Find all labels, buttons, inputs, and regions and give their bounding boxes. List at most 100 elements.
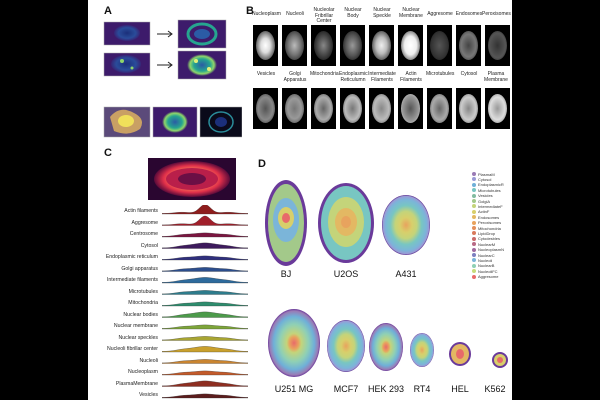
ridge-label: Actin filaments xyxy=(124,208,158,214)
organelle-tile xyxy=(369,88,394,129)
ridge-label: Nuclear bodies xyxy=(123,312,158,318)
ridge-4 xyxy=(162,242,248,249)
organelle-tile xyxy=(456,88,481,129)
legend-swatch xyxy=(472,215,476,220)
legend-label: ActinF xyxy=(478,209,490,215)
organelle-label: Golgi Apparatus xyxy=(283,71,307,83)
ridge-label: Mitochondria xyxy=(128,300,158,306)
organelle-label: Mitochondria xyxy=(310,71,339,77)
organelle-label: Microtubules xyxy=(426,71,455,77)
legend-label: NuclearB xyxy=(478,263,495,269)
ridge-6 xyxy=(162,267,248,272)
ridge-label: Intermediate filaments xyxy=(106,277,158,283)
organelle-label: Intermediate Filaments xyxy=(368,71,396,83)
ridge-8 xyxy=(162,290,248,295)
organelle-label: Peroxisomes xyxy=(482,11,511,17)
legend-label: IntermediateF xyxy=(478,203,503,209)
organelle-label: Nucleoli xyxy=(286,11,304,17)
legend-label: Aggresome xyxy=(478,274,499,280)
organelle-tile xyxy=(485,88,510,129)
ridge-10 xyxy=(162,311,248,318)
legend-label: Peroxisomes xyxy=(478,220,502,226)
organelle-tile xyxy=(398,88,423,129)
ridge-13 xyxy=(162,346,248,353)
legend-swatch xyxy=(472,236,476,241)
legend-swatch xyxy=(472,220,476,225)
organelle-label: Nucleolar Fribrillar Center xyxy=(313,7,335,24)
ridge-label: Golgi apparatus xyxy=(121,266,158,272)
organelle-label: Actin Filaments xyxy=(400,71,422,83)
legend-swatch xyxy=(472,247,476,252)
panel-c-label: C xyxy=(104,147,112,159)
ridge-label: PlasmaMembrane xyxy=(115,381,158,387)
organelle-tile xyxy=(456,25,481,66)
ridge-label: Nuclear membrane xyxy=(113,323,158,329)
ridge-17 xyxy=(162,393,248,399)
ridge-label: Aggresome xyxy=(131,220,158,226)
cell-line-label: MCF7 xyxy=(333,384,359,394)
legend-swatch xyxy=(472,172,476,176)
organelle-tile xyxy=(253,88,278,129)
organelle-label: Cytosol xyxy=(460,71,478,77)
organelle-tile xyxy=(427,88,452,129)
organelle-label: Nuclear Body xyxy=(344,7,362,19)
legend-label: Cytodesbles xyxy=(478,236,501,242)
legend-swatch xyxy=(472,209,476,214)
cell-line-label: A431 xyxy=(395,269,417,279)
legend-swatch xyxy=(472,226,476,230)
legend-label: EndoplasmicR xyxy=(478,182,504,188)
legend-swatch xyxy=(472,177,476,182)
legend-label: Microtubules xyxy=(478,187,501,193)
cell-line-label: U251 MG xyxy=(274,384,314,394)
legend-label: Mitochondria xyxy=(478,225,501,231)
panel-b-label: B xyxy=(246,5,254,17)
ridge-5 xyxy=(162,255,248,261)
organelle-tile xyxy=(427,25,452,66)
legend-label: PlasmaM xyxy=(478,171,495,177)
ridge-12 xyxy=(162,336,248,341)
ridge-2 xyxy=(162,215,248,226)
panel-d-label: D xyxy=(258,158,266,170)
cell-line-label: RT4 xyxy=(413,384,431,394)
cell-line-label: K562 xyxy=(484,384,506,394)
cell-line-label: U2OS xyxy=(333,269,359,279)
ridge-3 xyxy=(162,232,248,238)
ridge-plot xyxy=(162,205,248,399)
ridge-14 xyxy=(162,359,248,364)
panel-a-label: A xyxy=(104,5,112,17)
legend-swatch xyxy=(472,253,476,257)
ridge-label: Nucleoplasm xyxy=(128,369,158,375)
organelle-label: Plasma Membrane xyxy=(484,71,508,83)
legend-swatch xyxy=(472,193,476,198)
organelle-label: Nucleoplasm xyxy=(252,11,281,17)
legend-swatch xyxy=(472,199,476,203)
organelle-label: Endoplasmic Reticulumn xyxy=(339,71,368,83)
organelle-tile xyxy=(253,25,278,66)
organelle-tile xyxy=(398,25,423,66)
figure: A xyxy=(88,0,512,400)
organelle-label: Endosomes xyxy=(455,11,483,17)
ridge-label: Nuclear speckles xyxy=(118,335,159,341)
ridge-11 xyxy=(162,324,248,330)
ridge-label: Nucleoli xyxy=(139,358,158,364)
organelle-tile xyxy=(340,25,365,66)
organelle-tile xyxy=(485,25,510,66)
ridge-15 xyxy=(162,370,248,376)
panel-c-heatmap xyxy=(148,158,236,200)
legend-swatch xyxy=(472,274,476,279)
ridge-label: Centrosome xyxy=(129,231,158,237)
legend-label: Vesicles xyxy=(478,193,493,199)
legend-label: Endosomes xyxy=(478,214,500,220)
organelle-label: Vesicles xyxy=(256,71,276,77)
organelle-tile xyxy=(340,88,365,129)
panel-d-cells xyxy=(265,180,508,377)
ridge-7 xyxy=(162,277,248,284)
cell-line-label: BJ xyxy=(280,269,292,279)
organelle-tile xyxy=(311,25,336,66)
ridge-label: Nucleoli fibrillar center xyxy=(106,346,158,352)
cell-line-label: HEL xyxy=(451,384,469,394)
legend-label: NuclearC xyxy=(478,252,495,258)
legend-label: NucleoplasmN xyxy=(478,247,505,253)
legend-label: NucleoliFC xyxy=(478,268,498,274)
panel-a-images xyxy=(103,19,242,138)
